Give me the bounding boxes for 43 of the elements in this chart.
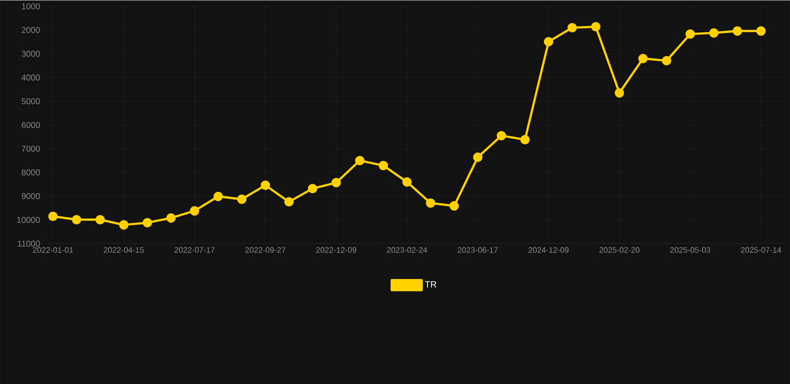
point (709, 28, 718, 38)
point (72, 214, 82, 224)
point (142, 218, 152, 228)
legend-label: TR (424, 281, 436, 288)
y-tick-label: 9000 (22, 193, 40, 199)
point (567, 22, 577, 32)
point (237, 194, 246, 204)
point (260, 180, 270, 190)
y-tick-label: 7000 (22, 146, 40, 152)
point (402, 177, 412, 186)
point (756, 26, 766, 36)
y-tick-label: 11000 (18, 240, 40, 246)
point (638, 54, 648, 64)
point (331, 178, 341, 188)
point (544, 36, 554, 46)
point (308, 184, 318, 194)
point (496, 130, 506, 140)
point (95, 214, 105, 224)
point (48, 211, 58, 221)
y-tick-label: 10000 (17, 216, 40, 223)
point (520, 134, 530, 144)
point (284, 197, 294, 206)
y-tick-label: 8000 (22, 169, 40, 176)
point (426, 198, 436, 208)
point (378, 160, 388, 170)
point (614, 88, 624, 98)
point (119, 220, 128, 230)
point (473, 152, 482, 162)
point (686, 29, 695, 39)
y-tick-label: 5000 (22, 98, 40, 104)
y-tick-label: 3000 (22, 50, 40, 57)
point (166, 213, 176, 223)
point (449, 201, 459, 210)
y-tick-label: 6000 (22, 122, 40, 128)
y-tick-label: 4000 (22, 74, 40, 80)
point (591, 22, 600, 32)
y-tick-label: 1000 (22, 3, 40, 10)
point (662, 56, 672, 66)
point (213, 192, 223, 201)
point (190, 206, 200, 216)
point (732, 26, 742, 36)
point (355, 156, 364, 166)
y-tick-label: 2000 (22, 26, 40, 33)
